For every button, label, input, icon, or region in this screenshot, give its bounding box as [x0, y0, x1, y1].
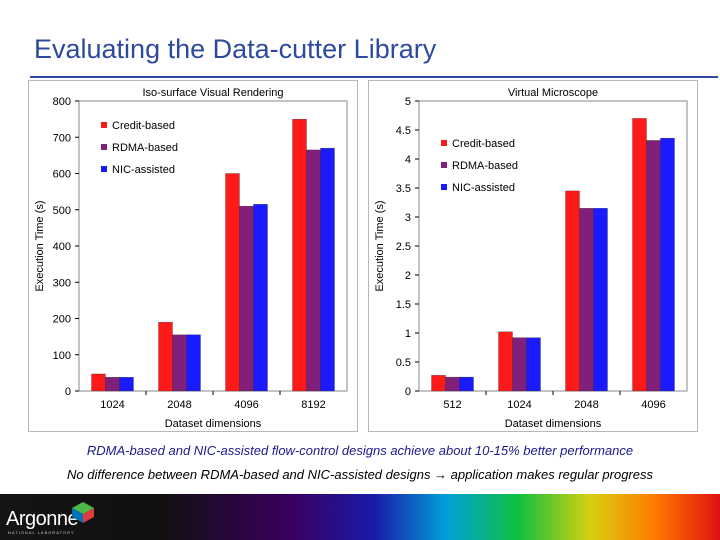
argonne-logo-text: Argonne: [6, 508, 79, 530]
y-tick-label: 800: [53, 96, 71, 108]
legend-label: Credit-based: [452, 138, 515, 150]
x-tick-label: 2048: [574, 399, 598, 411]
y-tick-label: 0: [405, 386, 411, 398]
x-tick-label: 1024: [507, 399, 531, 411]
y-tick-label: 3: [405, 212, 411, 224]
y-tick-label: 500: [53, 205, 71, 217]
y-tick-label: 100: [53, 350, 71, 362]
y-tick-label: 200: [53, 314, 71, 326]
legend-label: NIC-assisted: [452, 182, 515, 194]
y-tick-label: 4: [405, 154, 411, 166]
chart-title: Iso-surface Visual Rendering: [142, 87, 283, 99]
x-tick-label: 8192: [301, 399, 325, 411]
legend-swatch: [101, 122, 107, 128]
x-tick-label: 1024: [100, 399, 124, 411]
chart-virtual-microscope: Virtual Microscope 0 0.5 1 1.5 2 2.5 3 3.5 4 4.5 5 E…: [368, 80, 698, 432]
bar-rdma-based: [306, 149, 321, 392]
bar-nic-assisted: [119, 377, 134, 392]
y-tick-label: 600: [53, 169, 71, 181]
bar-nic-assisted: [526, 337, 541, 392]
bar-credit-based: [632, 118, 647, 392]
bar-rdma-based: [105, 377, 120, 392]
x-tick-label: 4096: [234, 399, 258, 411]
bar-nic-assisted: [459, 376, 474, 392]
legend-box: [97, 115, 205, 185]
legend-swatch: [441, 184, 447, 190]
chart-iso-surface-svg: Iso-surface Visual Rendering 0 100 200 300 40…: [34, 87, 348, 430]
bar-credit-based: [225, 173, 240, 392]
bar-credit-based: [292, 118, 307, 392]
bar-nic-assisted: [593, 208, 608, 392]
bar-nic-assisted: [660, 137, 675, 392]
y-axis-label: Execution Time (s): [34, 200, 46, 291]
y-tick-label: 4.5: [396, 125, 411, 137]
chart-iso-surface: Iso-surface Visual Rendering 0 100 200 300 40…: [28, 80, 358, 432]
x-tick-label: 2048: [167, 399, 191, 411]
y-tick-label: 700: [53, 132, 71, 144]
y-tick-label: 0.5: [396, 357, 411, 369]
title-rule: [30, 76, 718, 78]
bar-rdma-based: [445, 376, 460, 392]
y-tick-label: 5: [405, 96, 411, 108]
x-tick-label: 512: [443, 399, 461, 411]
x-tick-label: 4096: [641, 399, 665, 411]
legend-box: [437, 133, 545, 203]
y-tick-label: 1.5: [396, 299, 411, 311]
y-tick-label: 3.5: [396, 183, 411, 195]
caption-progress: No difference between RDMA-based and NIC…: [66, 467, 653, 482]
x-axis-label: Dataset dimensions: [165, 418, 262, 430]
x-axis-label: Dataset dimensions: [505, 418, 602, 430]
y-tick-label: 2.5: [396, 241, 411, 253]
argonne-logo-icon: [72, 502, 94, 523]
bar-credit-based: [91, 373, 106, 392]
slide-title: Evaluating the Data-cutter Library: [34, 34, 437, 64]
y-tick-label: 400: [53, 241, 71, 253]
legend-swatch: [441, 162, 447, 168]
bar-nic-assisted: [320, 147, 335, 392]
bar-credit-based: [565, 190, 580, 392]
chart-virtual-microscope-svg: Virtual Microscope 0 0.5 1 1.5 2 2.5 3 3.5 4 4.5 5 E…: [374, 87, 688, 430]
bar-rdma-based: [172, 334, 187, 392]
y-tick-label: 300: [53, 277, 71, 289]
bar-nic-assisted: [253, 204, 268, 392]
legend-label: NIC-assisted: [112, 164, 175, 176]
chart-title: Virtual Microscope: [508, 87, 598, 99]
bar-credit-based: [431, 375, 446, 392]
bar-rdma-based: [512, 337, 527, 392]
legend-swatch: [101, 144, 107, 150]
legend-swatch: [441, 140, 447, 146]
legend-swatch: [101, 166, 107, 172]
bar-rdma-based: [239, 205, 254, 392]
bar-rdma-based: [646, 140, 661, 392]
y-tick-label: 2: [405, 270, 411, 282]
bar-credit-based: [158, 321, 173, 392]
footer-bar: Argonne NATIONAL LABORATORY: [0, 494, 720, 540]
caption-performance: RDMA-based and NIC-assisted flow-control…: [86, 443, 634, 458]
y-tick-label: 0: [65, 386, 71, 398]
bar-nic-assisted: [186, 334, 201, 392]
legend-label: RDMA-based: [452, 160, 518, 172]
legend-label: Credit-based: [112, 120, 175, 132]
legend-label: RDMA-based: [112, 142, 178, 154]
bar-credit-based: [498, 331, 513, 392]
y-axis-label: Execution Time (s): [374, 200, 386, 291]
y-tick-label: 1: [405, 328, 411, 340]
bar-rdma-based: [579, 208, 594, 392]
argonne-logo-subtext: NATIONAL LABORATORY: [8, 530, 75, 535]
